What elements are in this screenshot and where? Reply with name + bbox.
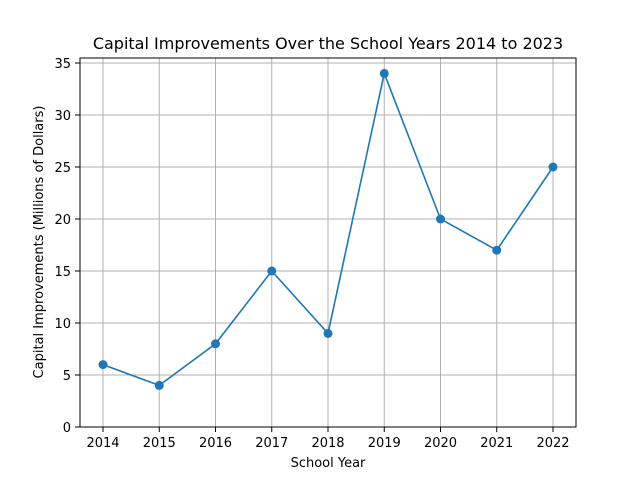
- y-tick-label: 10: [54, 317, 71, 332]
- chart-title: Capital Improvements Over the School Yea…: [93, 34, 563, 53]
- y-axis: 0 5 10 15 20 25 30 35: [54, 57, 80, 436]
- x-tick-label: 2019: [368, 436, 401, 451]
- x-tick-label: 2015: [143, 436, 176, 451]
- data-point-2014: [98, 360, 108, 370]
- grid-lines: [80, 58, 576, 428]
- y-tick-label: 5: [63, 369, 71, 384]
- y-axis-label: Capital Improvements (Millions of Dollar…: [32, 106, 47, 379]
- x-tick-label: 2021: [480, 436, 513, 451]
- y-tick-label: 0: [63, 421, 71, 436]
- series-markers: [98, 68, 558, 390]
- y-tick-label: 25: [54, 161, 71, 176]
- x-tick-label: 2020: [424, 436, 457, 451]
- y-tick-label: 35: [54, 57, 71, 72]
- x-tick-label: 2016: [199, 436, 232, 451]
- data-point-2022: [548, 162, 558, 172]
- x-axis: 2014 2015 2016 2017 2018 2019 2020 2021 2022: [86, 427, 570, 451]
- data-point-2019: [379, 68, 389, 78]
- x-axis-label: School Year: [291, 456, 366, 471]
- x-tick-label: 2014: [86, 436, 119, 451]
- y-tick-label: 30: [54, 109, 71, 124]
- x-tick-label: 2017: [255, 436, 288, 451]
- data-point-2017: [267, 266, 277, 276]
- x-tick-label: 2022: [536, 436, 569, 451]
- y-tick-label: 20: [54, 213, 71, 228]
- data-point-2015: [154, 380, 164, 390]
- y-tick-label: 15: [54, 265, 71, 280]
- data-point-2021: [492, 245, 502, 255]
- data-point-2018: [323, 328, 333, 338]
- x-tick-label: 2018: [311, 436, 344, 451]
- data-point-2020: [436, 214, 445, 224]
- data-point-2016: [211, 339, 220, 349]
